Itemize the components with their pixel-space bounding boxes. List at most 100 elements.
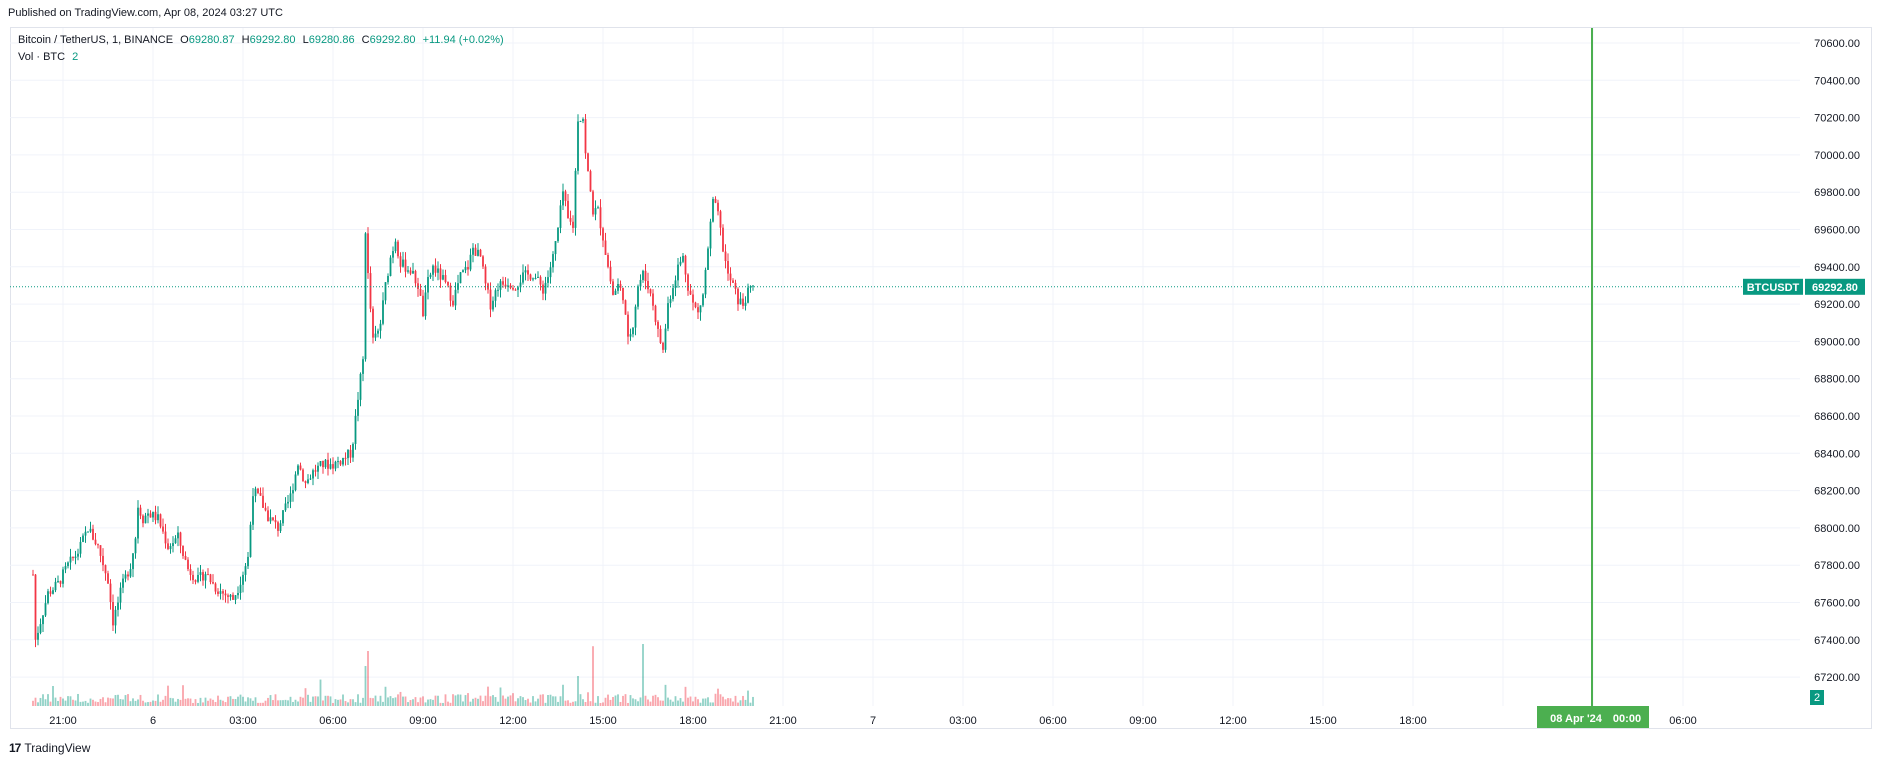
candle-body bbox=[442, 275, 444, 280]
candle-body bbox=[509, 285, 512, 288]
candle-body bbox=[739, 298, 742, 305]
candle-body bbox=[387, 275, 389, 283]
volume-bar bbox=[307, 694, 309, 706]
volume-bar bbox=[314, 696, 317, 706]
candle-body bbox=[472, 247, 474, 255]
time-tick-label: 03:00 bbox=[949, 715, 977, 727]
candle-body bbox=[254, 488, 257, 497]
candle-body bbox=[579, 121, 582, 123]
candle-body bbox=[732, 280, 734, 283]
candle-body bbox=[327, 459, 329, 469]
volume-bar bbox=[132, 698, 134, 706]
candle-body bbox=[534, 277, 537, 279]
chart-frame[interactable] bbox=[10, 27, 1872, 729]
volume-bar bbox=[752, 696, 754, 706]
candle-body bbox=[172, 543, 174, 547]
candle-body bbox=[42, 615, 44, 625]
candle-body bbox=[104, 565, 107, 574]
candle-body bbox=[437, 268, 439, 273]
volume-bar bbox=[364, 666, 367, 706]
price-axis[interactable]: 70600.00 70400.00 70200.00 70000.00 69800.00… bbox=[1814, 38, 1860, 684]
candle-body bbox=[304, 481, 307, 484]
symbol-title: Bitcoin / TetherUS, 1, BINANCE bbox=[18, 34, 174, 46]
candle-body bbox=[682, 255, 684, 262]
candle-body bbox=[614, 290, 617, 295]
volume-bar bbox=[347, 702, 349, 706]
candle-body bbox=[49, 591, 52, 594]
candle-body bbox=[612, 281, 614, 295]
candle-body bbox=[259, 493, 262, 496]
candle-body bbox=[372, 308, 374, 338]
candle-body bbox=[444, 275, 447, 282]
time-axis[interactable]: 21:00 6 03:00 06:00 09:00 12:00 15:00 18:00 21:0… bbox=[49, 715, 1697, 727]
volume-bar bbox=[39, 697, 42, 706]
time-tick-label: 6 bbox=[150, 715, 156, 727]
volume-bar bbox=[532, 696, 534, 706]
candle-body bbox=[734, 282, 737, 289]
candle-body bbox=[214, 583, 217, 592]
volume-bar bbox=[424, 702, 427, 706]
candle-body bbox=[589, 171, 592, 192]
candle-body bbox=[162, 526, 164, 532]
candle-body bbox=[132, 553, 134, 570]
price-tag-value-bg bbox=[1805, 278, 1865, 295]
candle-body bbox=[654, 305, 657, 322]
volume-bar bbox=[84, 700, 87, 706]
candle-body bbox=[397, 241, 399, 257]
price-tag-symbol-bg bbox=[1743, 278, 1803, 295]
volume-bar bbox=[319, 679, 322, 706]
volume-bar bbox=[434, 695, 437, 706]
candle-body bbox=[272, 517, 274, 521]
volume-bar bbox=[539, 694, 542, 706]
candle-body bbox=[122, 578, 124, 588]
symbol-legend[interactable]: Bitcoin / TetherUS, 1, BINANCE O69280.87… bbox=[18, 34, 508, 46]
candle-body bbox=[117, 602, 119, 610]
volume-bar bbox=[62, 698, 64, 706]
candle-body bbox=[689, 290, 692, 295]
volume-bar bbox=[499, 687, 502, 706]
volume-bar bbox=[534, 701, 537, 706]
candle-body bbox=[742, 298, 744, 306]
volume-bar bbox=[202, 702, 204, 706]
volume-bar bbox=[502, 695, 504, 706]
candle-body bbox=[149, 513, 152, 518]
volume-bar bbox=[437, 695, 439, 706]
candle-body bbox=[207, 574, 209, 576]
candle-body bbox=[679, 261, 682, 265]
volume-bar bbox=[609, 699, 612, 706]
volume-legend[interactable]: Vol · BTC 2 bbox=[18, 51, 82, 63]
volume-bar bbox=[612, 696, 614, 706]
candle-body bbox=[559, 205, 562, 228]
candle-body bbox=[67, 562, 69, 567]
candle-body bbox=[137, 507, 139, 539]
volume-bar bbox=[409, 700, 412, 706]
volume-bar bbox=[562, 684, 564, 706]
candle-body bbox=[637, 286, 639, 307]
candle-body bbox=[109, 583, 112, 603]
volume-bar bbox=[72, 699, 74, 706]
volume-bar bbox=[407, 702, 409, 706]
volume-bar bbox=[554, 696, 557, 706]
volume-bar bbox=[187, 698, 189, 706]
volume-bar bbox=[729, 698, 732, 706]
volume-bar bbox=[327, 695, 329, 706]
candle-body bbox=[609, 266, 612, 282]
candle-body bbox=[474, 247, 477, 256]
candle-body bbox=[187, 559, 189, 570]
candle-body bbox=[479, 249, 482, 257]
candle-body bbox=[714, 198, 717, 203]
tradingview-footer[interactable]: 17 TradingView bbox=[9, 741, 90, 755]
volume-bar bbox=[522, 697, 524, 706]
volume-bar bbox=[167, 685, 169, 706]
candle-body bbox=[694, 302, 697, 308]
candle-body bbox=[419, 288, 422, 296]
candle-body bbox=[237, 592, 239, 596]
volume-bar bbox=[417, 702, 419, 706]
candle-body bbox=[607, 254, 609, 267]
volume-bar bbox=[597, 696, 599, 706]
candle-body bbox=[709, 221, 712, 249]
volume-bar bbox=[367, 651, 369, 706]
volume-bar bbox=[194, 699, 197, 706]
candle-body bbox=[269, 517, 272, 522]
